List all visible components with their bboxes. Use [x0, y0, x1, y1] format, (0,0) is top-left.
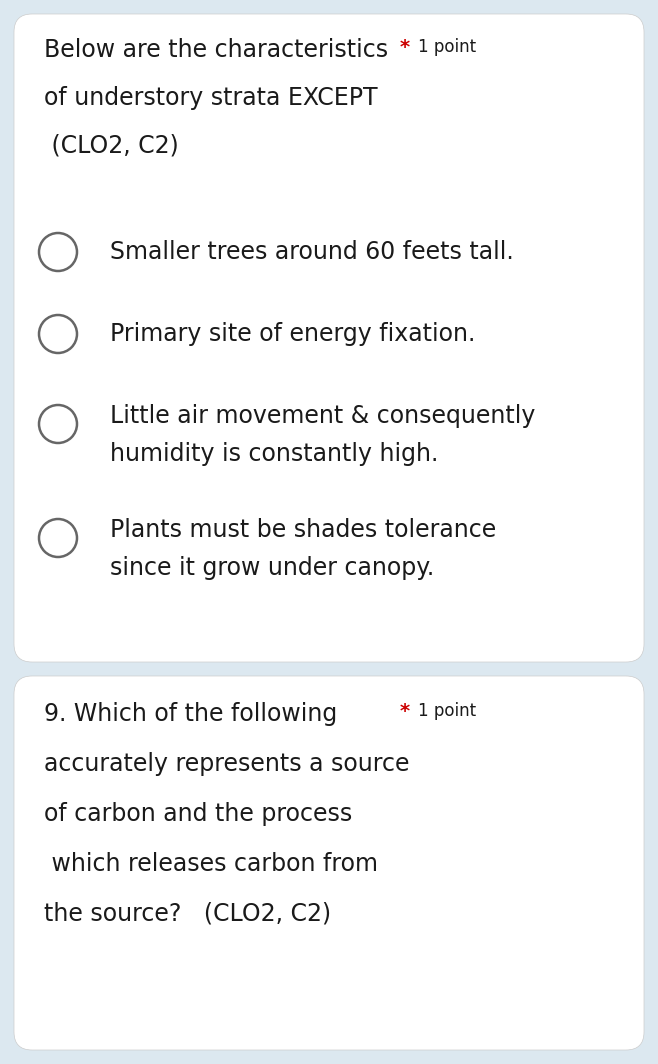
Text: Little air movement & consequently: Little air movement & consequently: [110, 404, 536, 428]
Text: of understory strata EXCEPT: of understory strata EXCEPT: [44, 86, 378, 110]
Text: the source?   (CLO2, C2): the source? (CLO2, C2): [44, 902, 331, 926]
Text: Below are the characteristics: Below are the characteristics: [44, 38, 388, 62]
Text: since it grow under canopy.: since it grow under canopy.: [110, 556, 434, 580]
FancyBboxPatch shape: [14, 14, 644, 662]
Text: Smaller trees around 60 feets tall.: Smaller trees around 60 feets tall.: [110, 240, 514, 264]
Text: 1 point: 1 point: [418, 38, 476, 56]
Text: humidity is constantly high.: humidity is constantly high.: [110, 442, 438, 466]
Text: accurately represents a source: accurately represents a source: [44, 752, 409, 776]
Text: *: *: [400, 702, 410, 721]
Text: 1 point: 1 point: [418, 702, 476, 720]
Text: Primary site of energy fixation.: Primary site of energy fixation.: [110, 322, 475, 346]
Text: *: *: [400, 38, 410, 57]
Text: Plants must be shades tolerance: Plants must be shades tolerance: [110, 518, 496, 542]
Text: 9. Which of the following: 9. Which of the following: [44, 702, 338, 726]
Text: of carbon and the process: of carbon and the process: [44, 802, 352, 826]
FancyBboxPatch shape: [14, 676, 644, 1050]
Text: which releases carbon from: which releases carbon from: [44, 852, 378, 876]
Text: (CLO2, C2): (CLO2, C2): [44, 134, 179, 157]
